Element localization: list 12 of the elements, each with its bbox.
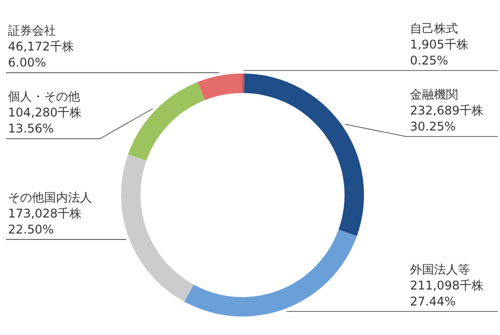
data-label: 173,028千株 22.50% [8,206,82,236]
slice-label: 外国法人等 [410,262,470,276]
data-label: 46,172千株 6.00% [8,40,74,70]
slice-label: 個人・その他 [8,90,80,104]
data-label: 232,689千株 30.25% [410,104,484,134]
data-label: 1,905千株 0.25% [410,38,468,68]
data-label: 104,280千株 13.56% [8,106,82,136]
slice-label: 金融機関 [410,88,458,102]
data-label: 211,098千株 27.44% [410,278,484,308]
slice-label: その他国内法人 [8,190,92,204]
slice-label: 自己株式 [410,22,458,36]
slice-label: 証券会社 [8,24,56,38]
